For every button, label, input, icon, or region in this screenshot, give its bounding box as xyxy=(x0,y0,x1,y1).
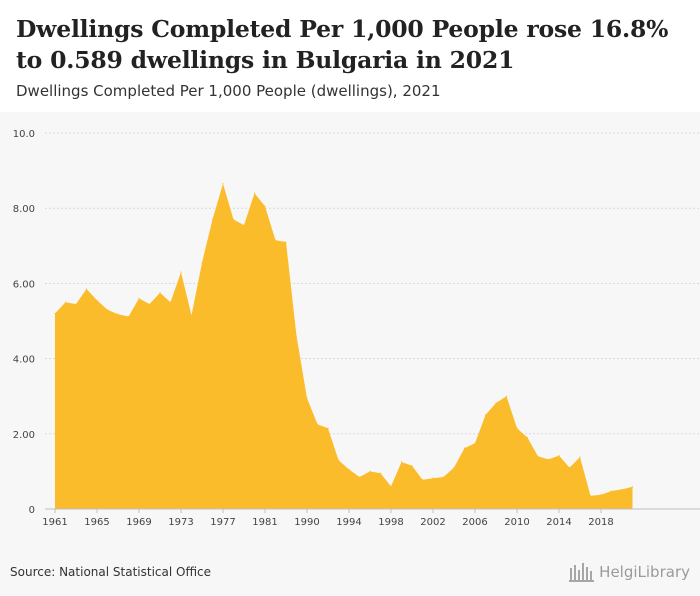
data-point xyxy=(600,494,602,496)
data-point xyxy=(180,271,182,273)
x-tick-label: 1961 xyxy=(42,517,67,528)
data-point xyxy=(201,262,203,264)
chart-area: 0 2.00 4.00 6.00 8.00 10.0 1961 1965 1969 1973 197… xyxy=(0,112,700,552)
data-point xyxy=(148,303,151,305)
data-point xyxy=(316,423,319,425)
source-note: Source: National Statistical Office xyxy=(10,565,212,579)
x-tick-label: 2014 xyxy=(546,517,571,528)
data-point xyxy=(264,205,266,207)
data-point xyxy=(589,495,592,497)
y-tick-label: 2.00 xyxy=(13,430,35,441)
header: Dwellings Completed Per 1,000 People ros… xyxy=(0,0,700,112)
data-point xyxy=(568,467,571,469)
data-point xyxy=(232,218,235,221)
data-point xyxy=(453,467,455,469)
series-area xyxy=(55,183,633,510)
data-point xyxy=(579,456,581,458)
data-point xyxy=(547,458,550,460)
x-tick-label: 1998 xyxy=(378,517,403,528)
data-point xyxy=(138,297,140,300)
data-point xyxy=(285,241,287,243)
data-point xyxy=(526,436,529,439)
data-point xyxy=(127,315,130,318)
data-point xyxy=(505,395,508,397)
library-building-icon xyxy=(569,563,595,582)
data-point xyxy=(390,485,392,488)
data-point xyxy=(222,183,224,185)
y-tick-label: 8.00 xyxy=(13,204,35,215)
data-point xyxy=(421,479,424,481)
x-tick-label: 2006 xyxy=(462,517,487,528)
data-point xyxy=(369,470,371,472)
data-point xyxy=(400,461,403,463)
helgilibrary-logo[interactable]: HelgiLibrary xyxy=(569,561,690,583)
x-tick-label: 1973 xyxy=(168,517,193,528)
area-chart: 0 2.00 4.00 6.00 8.00 10.0 1961 1965 1969 1973 197… xyxy=(13,129,700,528)
data-point xyxy=(54,312,56,315)
data-point xyxy=(474,442,476,444)
x-tick-label: 2018 xyxy=(588,517,613,528)
data-point xyxy=(106,309,109,311)
chart-subtitle: Dwellings Completed Per 1,000 People (dw… xyxy=(16,82,441,100)
data-point xyxy=(274,239,277,241)
data-point xyxy=(253,192,256,194)
logo-text: HelgiLibrary xyxy=(599,563,690,581)
data-point xyxy=(64,301,67,303)
data-point xyxy=(159,292,161,294)
x-tick-label: 1981 xyxy=(252,517,277,528)
data-point xyxy=(484,414,487,416)
data-point xyxy=(211,218,214,221)
data-point xyxy=(516,427,518,429)
y-tick-label: 4.00 xyxy=(13,355,35,366)
data-point xyxy=(411,465,413,467)
data-point xyxy=(327,427,329,429)
data-point xyxy=(432,477,434,479)
data-point xyxy=(442,476,445,478)
data-point xyxy=(96,299,98,301)
x-tick-label: 2010 xyxy=(504,517,529,528)
data-point xyxy=(169,301,172,303)
data-point xyxy=(379,472,382,474)
x-tick-label: 1990 xyxy=(294,517,319,528)
data-point xyxy=(306,397,308,399)
data-point xyxy=(243,224,245,226)
x-tick-label: 1977 xyxy=(210,517,235,528)
data-point xyxy=(348,468,350,471)
y-tick-label: 6.00 xyxy=(13,279,35,290)
data-point xyxy=(75,303,77,305)
data-point xyxy=(337,459,340,461)
data-point xyxy=(190,314,193,316)
data-point xyxy=(537,455,539,457)
data-point xyxy=(463,447,466,449)
data-point xyxy=(85,288,88,290)
x-tick-label: 1969 xyxy=(126,517,151,528)
data-point xyxy=(295,335,298,337)
chart-title: Dwellings Completed Per 1,000 People ros… xyxy=(16,15,669,74)
y-tick-label: 10.0 xyxy=(13,129,35,140)
data-point xyxy=(358,476,361,478)
y-tick-label: 0 xyxy=(29,505,35,516)
data-point xyxy=(621,488,623,491)
x-tick-label: 1994 xyxy=(336,517,361,528)
data-point xyxy=(558,455,560,457)
data-point xyxy=(631,486,634,488)
x-tick-label: 2002 xyxy=(420,517,445,528)
data-point xyxy=(495,402,497,404)
data-point xyxy=(117,313,119,315)
data-point xyxy=(610,490,613,492)
x-tick-label: 1965 xyxy=(84,517,109,528)
